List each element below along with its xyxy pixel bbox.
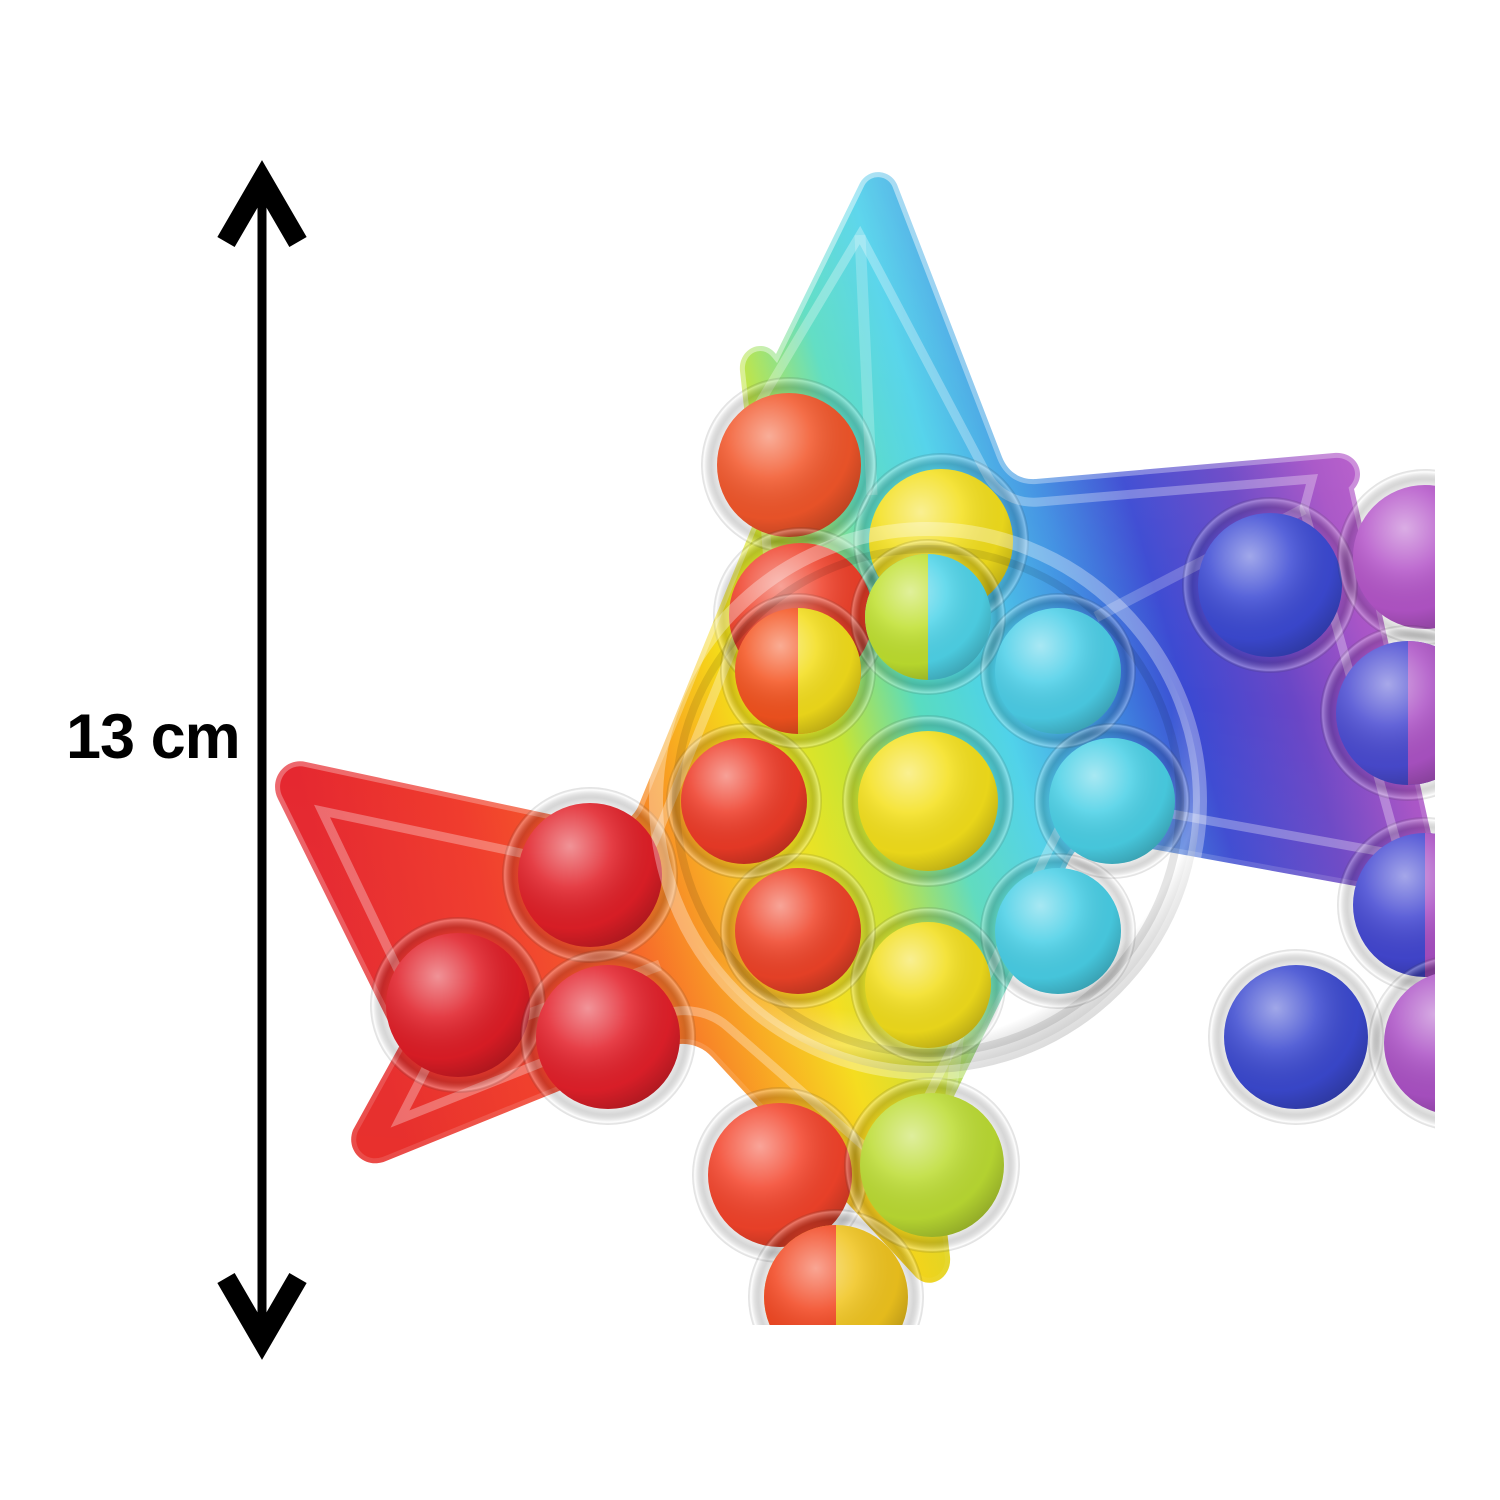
bubble — [701, 377, 877, 553]
bubble — [502, 787, 678, 963]
bubble — [748, 1209, 924, 1325]
bubble — [1337, 817, 1435, 993]
bubble — [850, 539, 1006, 695]
bubble — [1320, 625, 1435, 801]
bubble-grid — [370, 377, 1435, 1325]
bubble — [842, 715, 1014, 887]
bubble — [1208, 949, 1384, 1125]
bubble — [1368, 957, 1435, 1129]
bubble — [370, 917, 546, 1093]
bubble — [980, 593, 1136, 749]
dimension-label: 13 cm — [66, 702, 241, 772]
bubble — [1034, 723, 1190, 879]
bubble — [720, 853, 876, 1009]
bubble — [844, 1077, 1020, 1253]
product-image-star-pop-it — [260, 165, 1435, 1325]
bubble — [1182, 497, 1358, 673]
bubble — [720, 593, 876, 749]
dimension-arrow — [190, 150, 340, 1370]
bubble — [1337, 469, 1435, 645]
bubble — [666, 723, 822, 879]
bubble — [850, 907, 1006, 1063]
bubble — [520, 949, 696, 1125]
bubble — [980, 853, 1136, 1009]
